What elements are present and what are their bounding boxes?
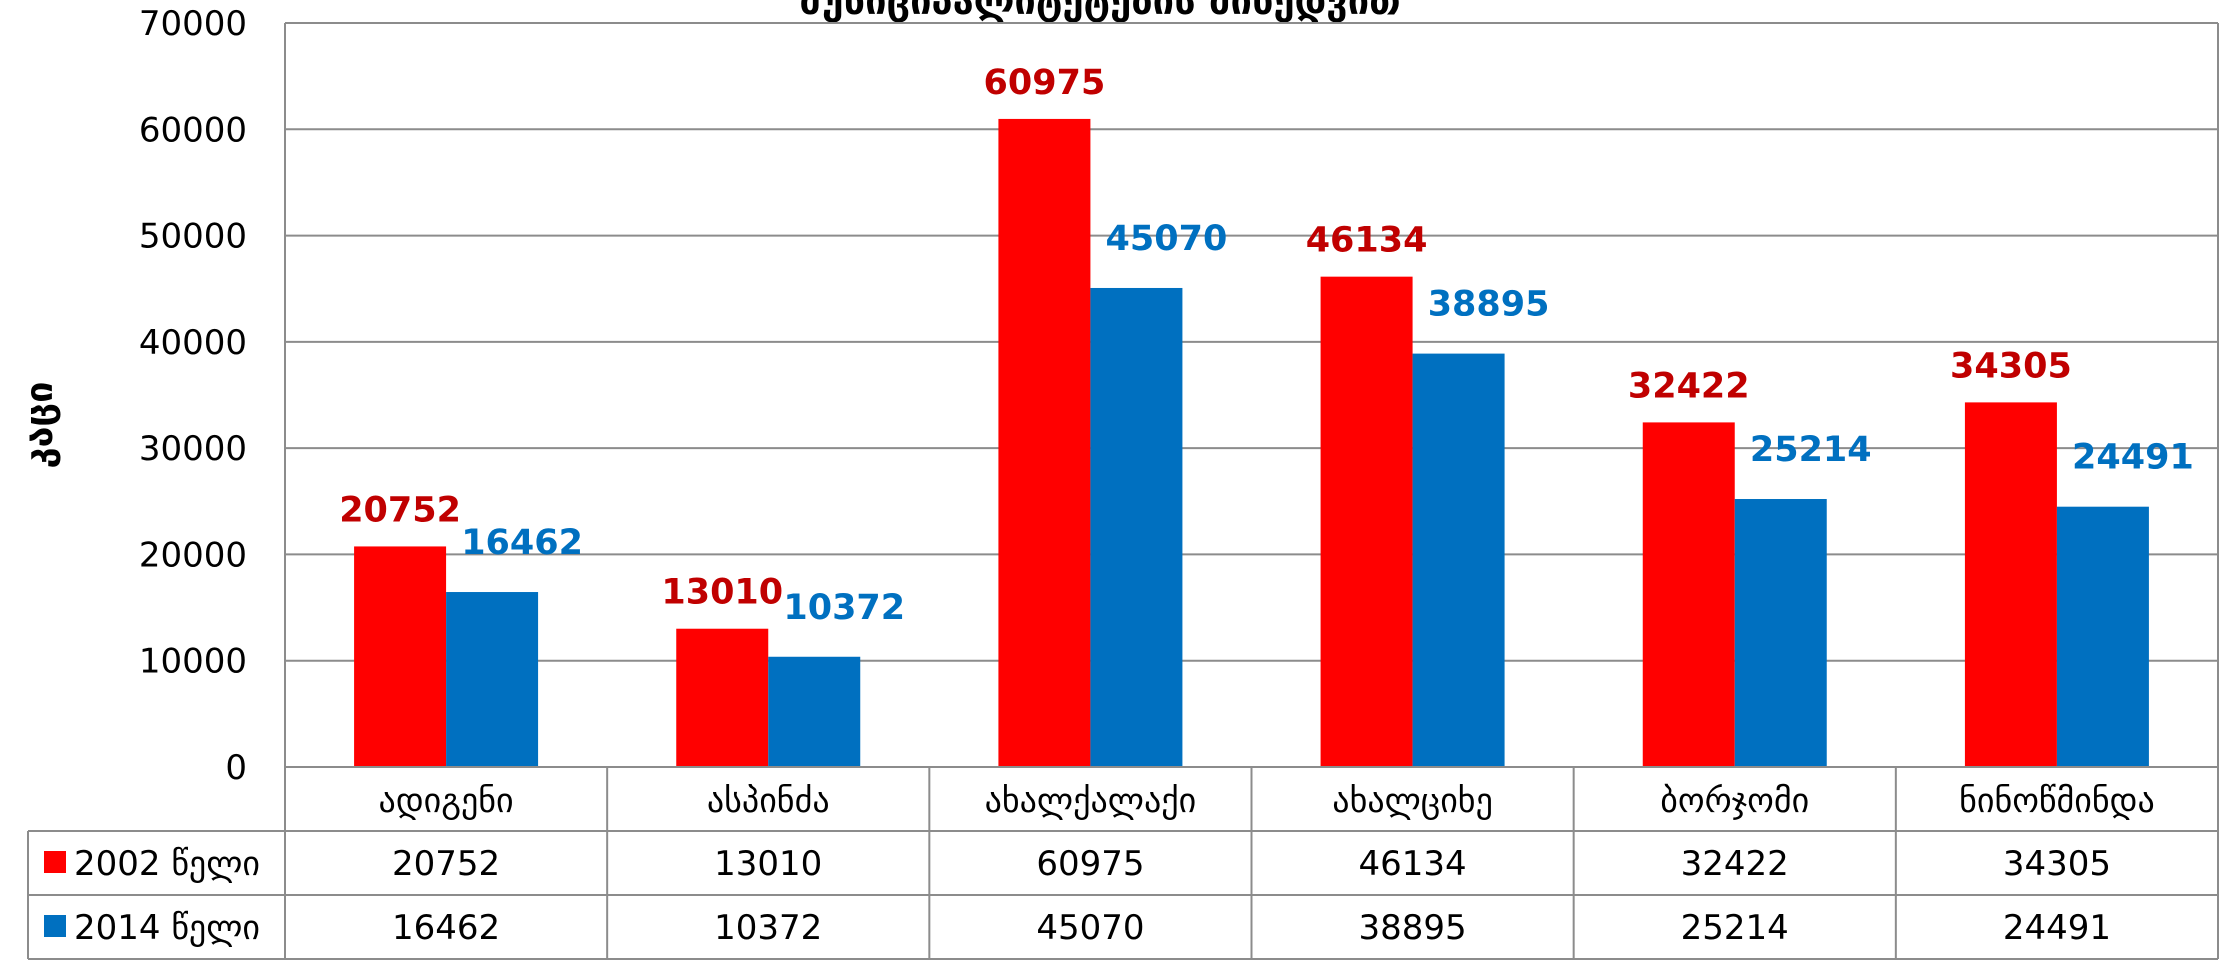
data-label: 16462 — [461, 523, 583, 563]
bar-2-6 — [2056, 506, 2149, 767]
bars — [354, 118, 2149, 768]
bar-2-5 — [1734, 499, 1827, 767]
table-cell: 25214 — [1681, 908, 1789, 948]
table-cell: 10372 — [714, 908, 822, 948]
data-table: ადიგენი ასპინძა ახალქალაქი ახალციხე ბორჯომი ნ… — [27, 766, 2219, 960]
bar-2-4 — [1412, 353, 1505, 767]
table-cell: 46134 — [1358, 844, 1466, 884]
legend-swatch-1 — [44, 851, 66, 873]
x-category-label: ასპინძა — [707, 781, 830, 821]
bar-2-2 — [768, 656, 861, 767]
y-axis-ticks: 0 10000 20000 30000 40000 50000 60000 70000 — [139, 4, 247, 788]
table-cell: 16462 — [392, 908, 500, 948]
y-tick-label: 60000 — [139, 110, 247, 150]
data-label: 38895 — [1428, 285, 1550, 325]
bar-1-3 — [998, 118, 1091, 768]
x-category-label: ახალციხე — [1332, 781, 1493, 821]
y-tick-label: 70000 — [139, 4, 247, 44]
bar-1-1 — [354, 546, 447, 767]
x-category-label: ახალქალაქი — [985, 781, 1197, 821]
table-cell: 60975 — [1036, 844, 1144, 884]
bar-2-3 — [1090, 287, 1183, 767]
y-axis-label: კაცი — [17, 381, 61, 468]
data-label: 13010 — [661, 573, 783, 613]
y-tick-label: 10000 — [139, 642, 247, 682]
y-tick-label: 20000 — [139, 535, 247, 575]
legend-label-2: 2014 წელი — [74, 908, 260, 948]
y-tick-label: 40000 — [139, 323, 247, 363]
table-cell: 13010 — [714, 844, 822, 884]
y-tick-label: 0 — [225, 748, 247, 788]
table-cell: 45070 — [1036, 908, 1144, 948]
x-category-label: ადიგენი — [379, 781, 514, 821]
gridlines — [284, 22, 2219, 768]
table-cell: 34305 — [2003, 844, 2111, 884]
bar-1-4 — [1320, 276, 1413, 767]
bar-1-6 — [1964, 402, 2057, 767]
legend-label-1: 2002 წელი — [74, 844, 260, 884]
x-category-label: ბორჯომი — [1660, 781, 1809, 821]
y-tick-label: 50000 — [139, 217, 247, 257]
y-tick-label: 30000 — [139, 429, 247, 469]
table-cell: 24491 — [2003, 908, 2111, 948]
data-label: 25214 — [1750, 430, 1872, 470]
data-label: 45070 — [1106, 219, 1228, 259]
data-label: 60975 — [984, 63, 1106, 103]
data-label: 10372 — [783, 588, 905, 628]
data-label: 24491 — [2072, 438, 2194, 478]
data-label: 32422 — [1628, 366, 1750, 406]
table-cell: 20752 — [392, 844, 500, 884]
legend-swatch-2 — [44, 915, 66, 937]
bar-1-5 — [1642, 422, 1735, 767]
bar-2-1 — [446, 592, 539, 767]
table-cell: 32422 — [1681, 844, 1789, 884]
data-label: 34305 — [1950, 346, 2072, 386]
data-label: 20752 — [339, 490, 461, 530]
x-category-label: ნინოწმინდა — [1959, 781, 2155, 821]
chart-title: მუნიციპალიტეტების მიხედვით — [799, 0, 1400, 23]
bar-1-2 — [676, 628, 769, 767]
table-cell: 38895 — [1358, 908, 1466, 948]
data-label: 46134 — [1306, 221, 1428, 261]
